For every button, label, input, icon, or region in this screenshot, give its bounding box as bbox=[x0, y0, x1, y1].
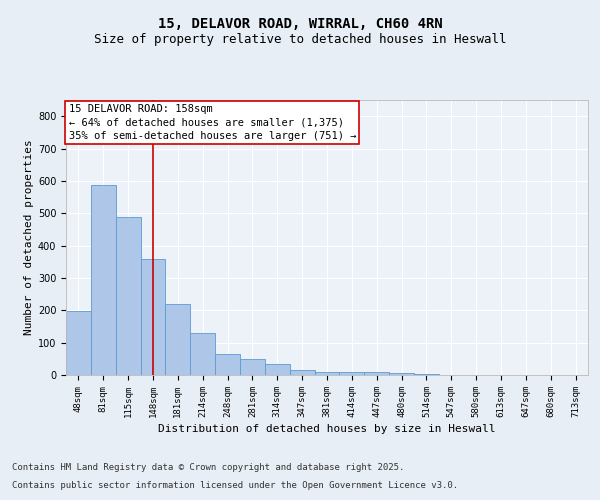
Bar bbox=[265, 364, 290, 375]
Bar bbox=[166, 304, 190, 375]
Text: Contains HM Land Registry data © Crown copyright and database right 2025.: Contains HM Land Registry data © Crown c… bbox=[12, 464, 404, 472]
Bar bbox=[215, 354, 240, 375]
Bar bbox=[340, 372, 364, 375]
Bar bbox=[364, 372, 389, 375]
Text: 15 DELAVOR ROAD: 158sqm
← 64% of detached houses are smaller (1,375)
35% of semi: 15 DELAVOR ROAD: 158sqm ← 64% of detache… bbox=[68, 104, 356, 141]
Bar bbox=[314, 372, 340, 375]
Bar bbox=[116, 217, 140, 375]
Bar bbox=[290, 370, 314, 375]
Bar bbox=[414, 374, 439, 375]
Text: Size of property relative to detached houses in Heswall: Size of property relative to detached ho… bbox=[94, 32, 506, 46]
Text: Contains public sector information licensed under the Open Government Licence v3: Contains public sector information licen… bbox=[12, 481, 458, 490]
Bar bbox=[190, 333, 215, 375]
Bar bbox=[66, 312, 91, 375]
X-axis label: Distribution of detached houses by size in Heswall: Distribution of detached houses by size … bbox=[158, 424, 496, 434]
Bar bbox=[140, 258, 166, 375]
Bar bbox=[389, 374, 414, 375]
Text: 15, DELAVOR ROAD, WIRRAL, CH60 4RN: 15, DELAVOR ROAD, WIRRAL, CH60 4RN bbox=[158, 18, 442, 32]
Bar bbox=[240, 359, 265, 375]
Bar bbox=[91, 185, 116, 375]
Y-axis label: Number of detached properties: Number of detached properties bbox=[23, 140, 34, 336]
